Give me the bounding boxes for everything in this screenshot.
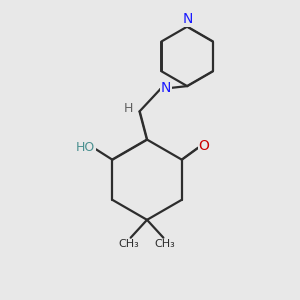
Text: N: N <box>160 81 171 94</box>
Text: H: H <box>124 103 133 116</box>
Text: CH₃: CH₃ <box>119 239 140 249</box>
Text: N: N <box>183 12 193 26</box>
Text: HO: HO <box>76 141 95 154</box>
Text: O: O <box>199 139 209 153</box>
Text: CH₃: CH₃ <box>154 239 175 249</box>
